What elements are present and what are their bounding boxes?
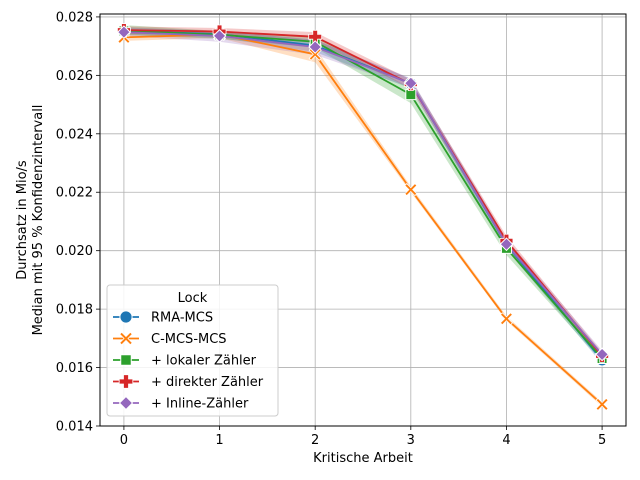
legend-entry: + lokaler Zähler bbox=[151, 354, 257, 369]
y-axis: 0.014 0.016 0.018 0.020 0.022 0.024 0.026 0.028 bbox=[56, 10, 100, 435]
legend-entry: + Inline-Zähler bbox=[151, 397, 249, 412]
data-point-inline-zähler bbox=[403, 76, 418, 91]
data-point-c-mcs-mcs bbox=[595, 397, 609, 411]
data-point-c-mcs-mcs bbox=[308, 47, 322, 61]
legend-entry: RMA-MCS bbox=[151, 311, 213, 326]
legend-entry: + direkter Zähler bbox=[151, 375, 264, 390]
y-tick-label: 0.020 bbox=[56, 244, 93, 259]
data-point-inline-zähler bbox=[117, 25, 131, 40]
x-tick-label: 1 bbox=[215, 433, 223, 448]
legend-marker bbox=[118, 395, 134, 411]
series-markers bbox=[117, 23, 609, 411]
data-point-c-mcs-mcs bbox=[499, 312, 514, 326]
legend-marker bbox=[118, 374, 134, 389]
y-tick-label: 0.022 bbox=[56, 186, 93, 201]
data-point-c-mcs-mcs bbox=[404, 183, 418, 197]
x-tick-label: 4 bbox=[502, 433, 510, 448]
legend-marker bbox=[119, 310, 133, 324]
x-tick-label: 2 bbox=[311, 433, 319, 448]
data-point-lokaler-zähler bbox=[405, 89, 417, 101]
legend-title: Lock bbox=[178, 291, 208, 306]
legend-marker bbox=[119, 331, 133, 346]
x-tick-label: 5 bbox=[598, 433, 606, 448]
data-point-inline-zähler bbox=[212, 29, 227, 43]
data-point-inline-zähler bbox=[499, 237, 514, 252]
series-line-lokaler-zähler bbox=[123, 30, 603, 360]
series-line-inline-zähler bbox=[123, 31, 603, 356]
plot-frame bbox=[99, 13, 627, 427]
data-point-inline-zähler bbox=[308, 40, 323, 54]
y-axis-label-line1: Durchsatz in Mio/s bbox=[15, 160, 30, 280]
y-tick-label: 0.018 bbox=[56, 303, 93, 318]
y-tick-label: 0.028 bbox=[56, 10, 93, 25]
legend: Lock RMA-MCS C-MCS-MCS + lokaler Zähler + di… bbox=[106, 284, 279, 417]
y-tick-label: 0.016 bbox=[56, 361, 93, 376]
x-axis-label: Kritische Arbeit bbox=[313, 451, 413, 466]
x-axis: 0 1 2 3 4 5 bbox=[120, 426, 606, 448]
legend-box bbox=[106, 284, 279, 417]
y-tick-label: 0.026 bbox=[56, 69, 93, 84]
legend-entry: C-MCS-MCS bbox=[151, 332, 227, 347]
series-lines bbox=[123, 29, 603, 406]
x-tick-label: 0 bbox=[120, 433, 128, 448]
data-point-inline-zähler bbox=[595, 347, 609, 362]
y-axis-label-line2: Median mit 95 % Konfidenzintervall bbox=[31, 105, 46, 336]
y-tick-label: 0.014 bbox=[56, 420, 93, 435]
x-tick-label: 3 bbox=[407, 433, 415, 448]
y-tick-label: 0.024 bbox=[56, 127, 93, 142]
grid bbox=[100, 14, 626, 427]
legend-marker bbox=[120, 354, 132, 366]
series-line-direkter-zähler bbox=[123, 29, 603, 357]
